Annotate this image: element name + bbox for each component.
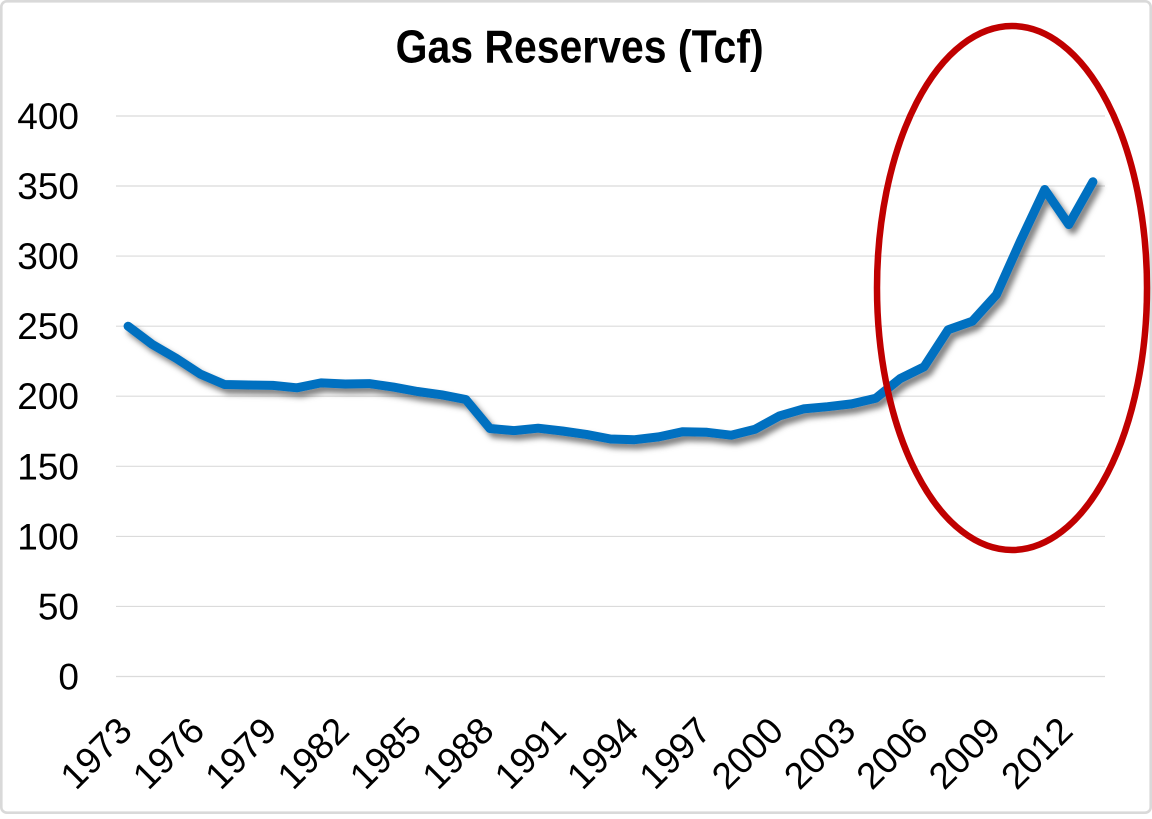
svg-text:250: 250 [17,306,79,347]
svg-text:350: 350 [17,166,79,207]
svg-text:0: 0 [58,657,79,698]
svg-text:150: 150 [17,446,79,487]
svg-text:50: 50 [38,586,79,627]
svg-text:400: 400 [17,96,79,137]
svg-text:100: 100 [17,516,79,557]
svg-text:200: 200 [17,376,79,417]
svg-text:300: 300 [17,236,79,277]
svg-text:Gas Reserves (Tcf): Gas Reserves (Tcf) [396,21,764,73]
